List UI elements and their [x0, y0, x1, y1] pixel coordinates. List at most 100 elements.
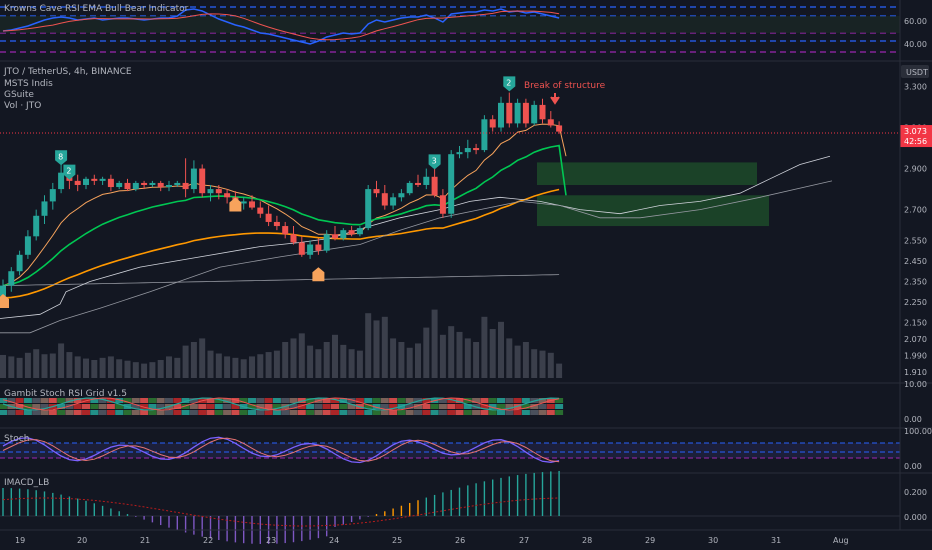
- stoch-rsi-cell: [106, 398, 115, 403]
- stoch-rsi-cell: [156, 398, 165, 403]
- stoch-rsi-cell: [505, 404, 514, 409]
- stoch-rsi-cell: [123, 410, 132, 415]
- stoch-rsi-cell: [389, 410, 398, 415]
- price-tick-label: 2.250: [904, 298, 927, 307]
- stoch-rsi-cell: [272, 410, 281, 415]
- stoch-rsi-cell: [538, 398, 547, 403]
- stoch-rsi-cell: [206, 398, 215, 403]
- stoch-rsi-cell: [256, 398, 265, 403]
- stoch-rsi-cell: [438, 398, 447, 403]
- volume-bar: [249, 356, 255, 378]
- time-tick-label: 28: [582, 536, 592, 545]
- stoch-rsi-cell: [131, 398, 140, 403]
- stoch-rsi-cell: [480, 404, 489, 409]
- macd-tick-0200: 0.200: [904, 488, 927, 497]
- stoch-rsi-cell: [422, 410, 431, 415]
- stoch-rsi-cell: [173, 398, 182, 403]
- stoch-rsi-cell: [331, 404, 339, 409]
- stoch-rsi-cell: [538, 410, 547, 415]
- candle-body: [83, 178, 89, 185]
- time-tick-label: 23: [266, 536, 276, 545]
- volume-bar: [547, 352, 554, 378]
- candle-body: [489, 119, 496, 128]
- stoch-rsi-cell: [223, 410, 232, 415]
- stoch-rsi-cell: [7, 398, 16, 403]
- stoch-rsi-cell: [339, 410, 348, 415]
- candle-body: [415, 182, 421, 185]
- stoch-rsi-cell: [248, 398, 256, 403]
- stoch-rsi-cell: [414, 404, 422, 409]
- buy-signal-marker: [55, 150, 68, 166]
- stoch-rsi-cell: [15, 404, 24, 409]
- demand-zone: [537, 195, 769, 227]
- time-tick-label: 19: [15, 536, 25, 545]
- indicator-lines: [0, 123, 833, 334]
- candle-body: [41, 201, 48, 216]
- stoch-rsi-cell: [430, 404, 439, 409]
- stoch-rsi-cell: [189, 410, 198, 415]
- signal-label: 8: [58, 152, 63, 161]
- stoch-rsi-cell: [488, 404, 497, 409]
- candle-body: [224, 193, 231, 198]
- stoch-rsi-cell: [339, 398, 348, 403]
- candle-body: [506, 102, 513, 124]
- volume-bar: [506, 338, 513, 378]
- stoch-rsi-cell: [555, 410, 564, 415]
- price-tick-label: 2.700: [904, 206, 927, 215]
- candle-body: [107, 178, 114, 188]
- stoch-rsi-cell: [123, 398, 132, 403]
- volume-bar: [398, 342, 405, 378]
- stoch-rsi-cell: [488, 398, 497, 403]
- stoch-rsi-cell: [82, 410, 90, 415]
- stoch-rsi-cell: [405, 404, 414, 409]
- stoch-rsi-cell: [322, 398, 331, 403]
- volume-bar: [8, 356, 15, 378]
- symbol-title: JTO / TetherUS, 4h, BINANCE: [3, 67, 132, 77]
- volume-bar: [91, 360, 98, 378]
- volume-bar: [265, 352, 272, 378]
- ema-slow-line: [2, 188, 560, 299]
- rsi-tick-40: 40.00: [904, 40, 927, 49]
- stoch-rsi-cell: [98, 410, 107, 415]
- stoch-rsi-cell: [364, 404, 373, 409]
- rsi-neutral-zone: [0, 16, 900, 33]
- volume-bar: [232, 357, 239, 378]
- volume-bar: [215, 353, 222, 378]
- volume-bar: [207, 350, 214, 378]
- candle-body: [99, 178, 106, 181]
- stoch-rsi-cell: [231, 404, 240, 409]
- stoch-rsi-cell: [98, 398, 107, 403]
- stoch-rsi-cell: [256, 410, 265, 415]
- stoch-rsi-cell: [214, 398, 223, 403]
- candle-body: [8, 271, 15, 286]
- candle-body: [481, 119, 488, 151]
- stoch-rsi-cell: [488, 410, 497, 415]
- stoch-rsi-cell: [23, 398, 32, 403]
- stoch-rsi-cell: [90, 404, 99, 409]
- rsi-panel[interactable]: Krowns Cave RSI EMA Bull Bear Indicator …: [0, 4, 927, 53]
- volume-bar: [556, 363, 563, 378]
- stoch-panel[interactable]: Stoch 100.00 0.00: [0, 427, 932, 471]
- time-axis[interactable]: 19 20 21 22 23 24 25 26 27 28 29 30 31 Aug: [15, 536, 849, 545]
- currency-badge[interactable]: [901, 65, 929, 78]
- stoch-rsi-line-d: [2, 397, 560, 411]
- price-tick-label: 2.550: [904, 236, 927, 245]
- volume-bar: [83, 358, 89, 378]
- stoch-rsi-grid-panel[interactable]: Gambit Stoch RSI Grid v1.5 10.00 0.00: [0, 380, 927, 424]
- volume-bar: [348, 349, 355, 378]
- baseline-line: [2, 274, 560, 286]
- volume-bar: [66, 352, 73, 378]
- stoch-rsi-cell: [165, 398, 173, 403]
- candle-body: [49, 189, 56, 202]
- volume-bar: [406, 347, 413, 378]
- macd-panel[interactable]: IMACD_LB 0.200 0.000: [0, 470, 927, 544]
- volume-bar: [448, 326, 455, 378]
- stoch-rsi-cell: [40, 410, 49, 415]
- candle-body: [431, 176, 438, 196]
- volume-bar: [174, 357, 181, 378]
- legend-gsuite: GSuite: [4, 90, 34, 100]
- candle-body: [398, 193, 405, 198]
- stoch-rsi-cell: [513, 398, 522, 403]
